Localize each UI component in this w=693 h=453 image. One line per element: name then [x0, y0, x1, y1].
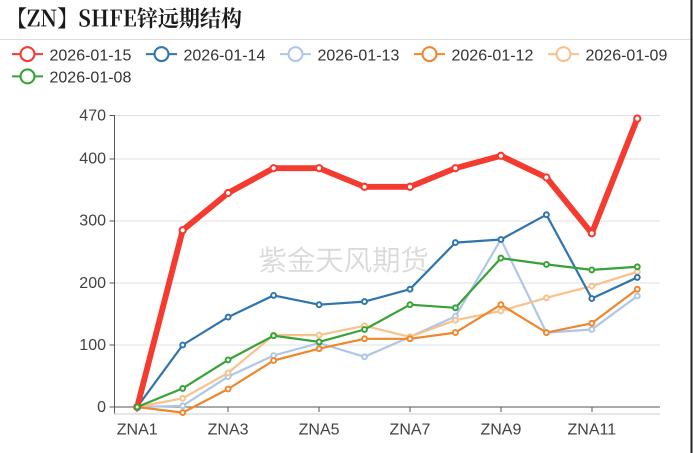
svg-text:ZNA11: ZNA11: [567, 422, 616, 439]
svg-text:ZNA7: ZNA7: [390, 422, 431, 439]
svg-text:ZNA1: ZNA1: [117, 422, 158, 439]
svg-text:2026-01-12: 2026-01-12: [452, 47, 534, 64]
svg-text:2026-01-15: 2026-01-15: [50, 47, 132, 64]
svg-text:470: 470: [79, 107, 106, 124]
svg-text:2026-01-09: 2026-01-09: [586, 47, 668, 64]
svg-text:ZNA3: ZNA3: [208, 422, 249, 439]
svg-text:400: 400: [79, 151, 106, 168]
svg-text:ZNA9: ZNA9: [480, 422, 521, 439]
svg-text:0: 0: [97, 399, 106, 416]
svg-text:2026-01-08: 2026-01-08: [50, 70, 132, 87]
svg-text:ZNA5: ZNA5: [299, 422, 340, 439]
svg-text:100: 100: [79, 337, 106, 354]
svg-text:300: 300: [79, 213, 106, 230]
svg-text:2026-01-13: 2026-01-13: [318, 47, 400, 64]
svg-text:200: 200: [79, 275, 106, 292]
svg-text:2026-01-14: 2026-01-14: [184, 47, 266, 64]
